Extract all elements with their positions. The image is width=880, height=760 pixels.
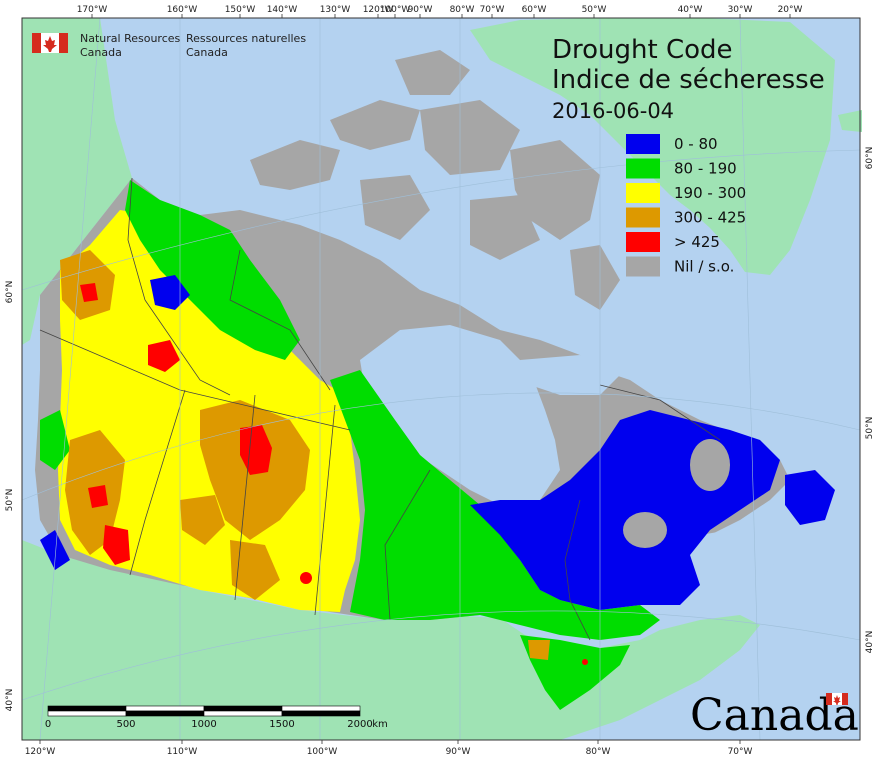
right-tick-label: 50°N [865, 417, 875, 440]
no-data-patch [690, 439, 730, 491]
scale-unit: km [372, 719, 388, 730]
right-tick-label: 60°N [865, 147, 875, 170]
top-tick-label: 100°W [380, 5, 411, 15]
legend-swatch [626, 256, 660, 277]
legend-label: 190 - 300 [674, 184, 746, 202]
top-tick-label: 170°W [77, 5, 108, 15]
map-title-fr: Indice de sécheresse [552, 65, 825, 95]
iceland [838, 110, 862, 132]
map-title: Drought Code [552, 35, 733, 65]
right-tick-label: 40°N [865, 631, 875, 654]
left-axis: 60°N 50°N 40°N [5, 281, 15, 712]
zone-over-425 [88, 485, 108, 508]
top-tick-label: 130°W [320, 5, 351, 15]
bottom-tick-label: 80°W [586, 747, 611, 757]
top-tick-label: 70°W [480, 5, 505, 15]
legend-label: 300 - 425 [674, 209, 746, 227]
scale-tick-label: 1500 [269, 719, 294, 730]
graticule [21, 17, 861, 741]
zone-over-425 [148, 340, 180, 372]
top-tick-label: 40°W [678, 5, 703, 15]
scale-bar: 0 500 1000 1500 2000 km [45, 705, 388, 730]
zone-300-425 [230, 540, 280, 600]
left-tick-label: 40°N [5, 689, 15, 712]
bottom-tick-label: 120°W [25, 747, 56, 757]
alaska [22, 18, 132, 345]
zone-over-425 [582, 659, 588, 665]
arctic-island [420, 100, 520, 175]
gulf-of-st-lawrence [700, 525, 790, 585]
province-borders [39, 177, 721, 641]
legend-label: > 425 [674, 233, 720, 251]
top-tick-label: 50°W [582, 5, 607, 15]
zone-300-425 [180, 495, 225, 545]
legend-label: 0 - 80 [674, 135, 718, 153]
bottom-axis: 120°W 110°W 100°W 90°W 80°W 70°W [25, 740, 753, 757]
top-tick-label: 80°W [450, 5, 475, 15]
legend-swatch [626, 207, 660, 228]
scale-tick-label: 2000 [347, 719, 372, 730]
agency-fr-line2: Canada [186, 46, 228, 59]
zone-300-425 [528, 640, 550, 660]
bottom-tick-label: 110°W [167, 747, 198, 757]
left-tick-label: 50°N [5, 489, 15, 512]
top-tick-label: 140°W [267, 5, 298, 15]
top-tick-label: 20°W [778, 5, 803, 15]
arctic-island [570, 245, 620, 310]
legend-swatch [626, 183, 660, 203]
canada-wordmark: Canada [690, 690, 859, 741]
zone-0-80 [785, 470, 835, 525]
agency-fr-line1: Ressources naturelles [186, 32, 306, 45]
agency-en-line1: Natural Resources [80, 32, 181, 45]
arctic-island [510, 140, 600, 240]
left-tick-label: 60°N [5, 281, 15, 304]
zone-0-80 [40, 530, 70, 570]
right-axis: 60°N 50°N 40°N [865, 147, 875, 654]
bottom-tick-label: 90°W [446, 747, 471, 757]
legend-swatch [626, 158, 660, 179]
scale-tick-label: 0 [45, 719, 51, 730]
map-frame [21, 17, 861, 741]
zone-80-190 [125, 180, 300, 360]
legend: 0 - 80 80 - 190 190 - 300 300 - 425 > 425 Nil… [626, 134, 746, 277]
arctic-island [360, 175, 430, 240]
arctic-island [250, 140, 340, 190]
top-tick-label: 30°W [728, 5, 753, 15]
arctic-island [395, 50, 470, 95]
legend-label: Nil / s.o. [674, 258, 734, 276]
zone-80-190 [330, 370, 660, 640]
agency-en-line2: Canada [80, 46, 122, 59]
zone-80-190 [40, 410, 70, 470]
zone-over-425 [103, 525, 130, 565]
canada-flag-icon [32, 33, 68, 53]
map-date: 2016-06-04 [552, 99, 674, 123]
wordmark-flag-icon [826, 693, 848, 705]
zone-over-425 [80, 283, 98, 302]
bottom-tick-label: 100°W [307, 747, 338, 757]
top-tick-label: 150°W [225, 5, 256, 15]
arctic-island [330, 100, 420, 150]
agency-header: Natural Resources Canada Ressources natu… [32, 32, 306, 59]
zone-over-425 [300, 572, 312, 584]
arctic-island [470, 195, 540, 260]
legend-swatch [626, 232, 660, 252]
top-tick-label: 60°W [522, 5, 547, 15]
hudson-strait [520, 355, 620, 395]
top-tick-label: 90°W [408, 5, 433, 15]
scale-tick-label: 500 [116, 719, 135, 730]
top-tick-label: 120°W [363, 5, 394, 15]
legend-label: 80 - 190 [674, 160, 737, 178]
top-tick-label: 160°W [167, 5, 198, 15]
legend-swatch [626, 134, 660, 154]
scale-tick-label: 1000 [191, 719, 216, 730]
no-data-patch [623, 512, 667, 548]
bottom-tick-label: 70°W [728, 747, 753, 757]
zone-over-425 [240, 425, 272, 475]
